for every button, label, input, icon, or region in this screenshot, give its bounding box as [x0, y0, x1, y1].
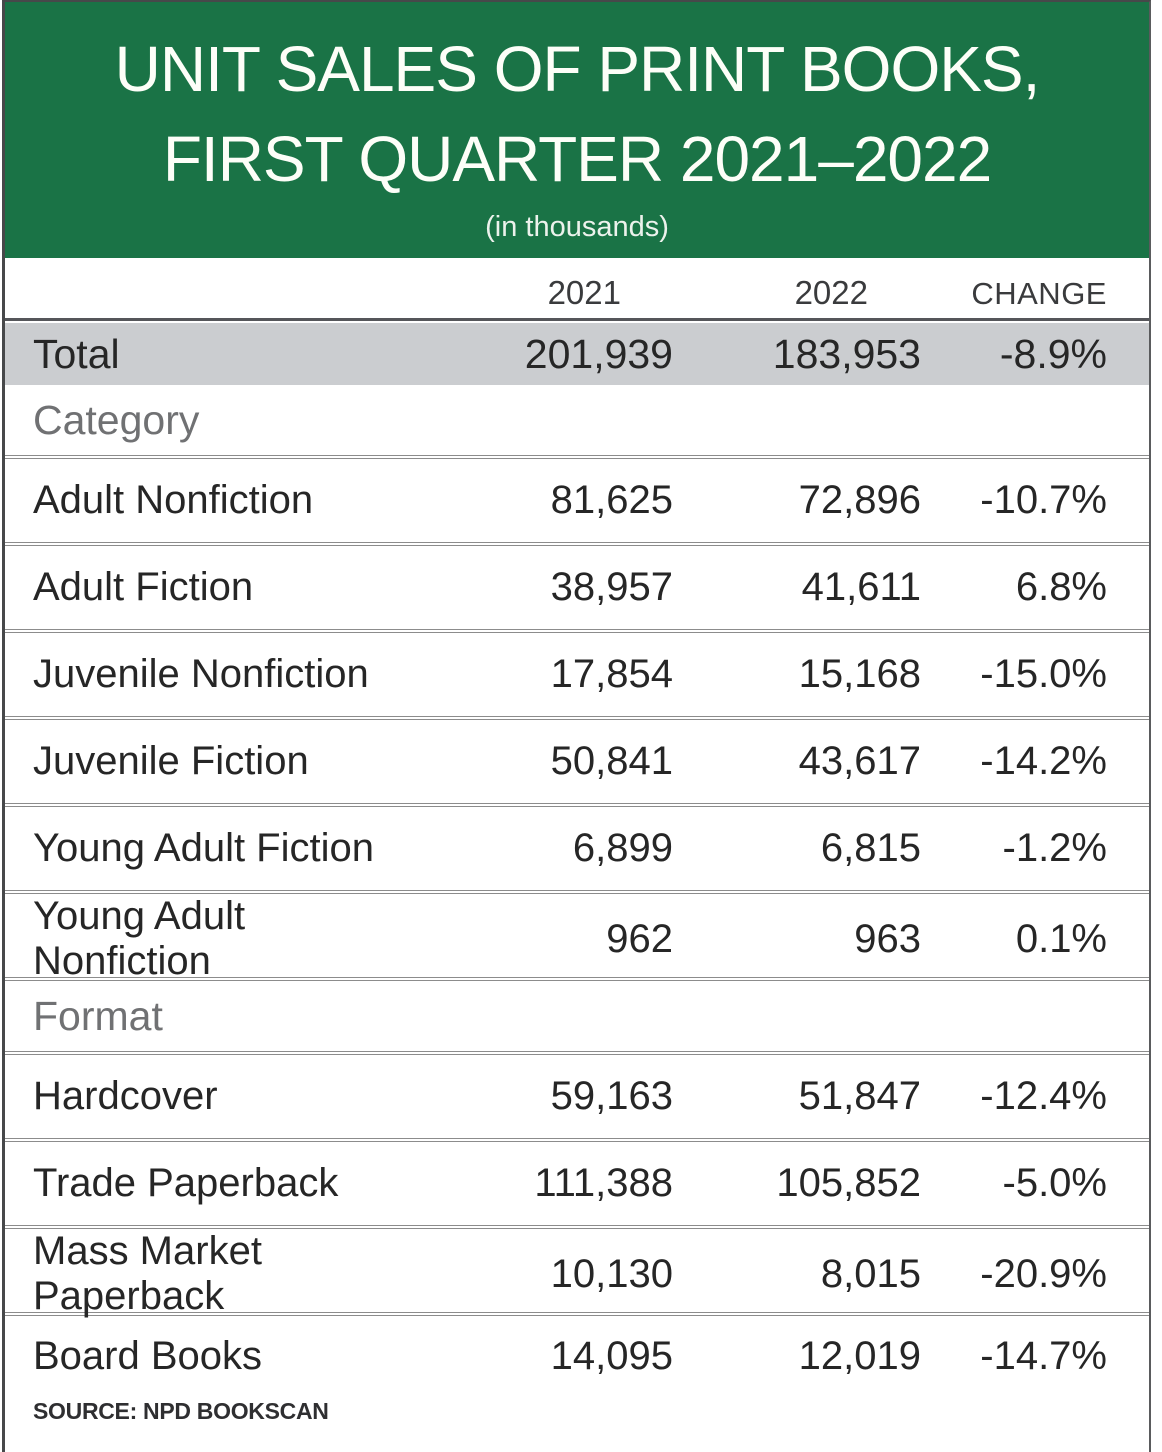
table-row: Young Adult Fiction 6,899 6,815 -1.2% [5, 807, 1149, 894]
value-2022: 15,168 [798, 652, 921, 696]
table-row-total: Total 201,939 183,953 -8.9% [5, 323, 1149, 385]
row-label: Trade Paperback [33, 1161, 339, 1205]
table-header-row: 2021 2022 CHANGE [5, 258, 1149, 321]
value-2021: 50,841 [550, 739, 673, 783]
value-2021: 17,854 [550, 652, 673, 696]
value-change: -14.2% [980, 739, 1107, 783]
value-change: 6.8% [1015, 565, 1107, 609]
value-change: -8.9% [999, 330, 1107, 377]
table-row: Board Books 14,095 12,019 -14.7% [5, 1316, 1149, 1396]
table-row: Young Adult Nonfiction 962 963 0.1% [5, 894, 1149, 983]
value-2021: 81,625 [550, 478, 673, 522]
value-2021: 14,095 [550, 1333, 673, 1378]
value-change: -10.7% [980, 478, 1107, 522]
value-2022: 8,015 [820, 1251, 921, 1296]
section-header-category: Category [5, 385, 1149, 459]
table-row: Mass Market Paperback 10,130 8,015 -20.9… [5, 1229, 1149, 1318]
value-2022: 12,019 [798, 1333, 921, 1378]
value-2021: 201,939 [524, 330, 673, 377]
row-label: Board Books [33, 1333, 263, 1378]
value-change: -1.2% [1002, 826, 1108, 870]
value-change: -12.4% [980, 1074, 1107, 1118]
table-row: Trade Paperback 111,388 105,852 -5.0% [5, 1142, 1149, 1229]
value-change: -15.0% [980, 652, 1107, 696]
row-label: Adult Fiction [33, 565, 254, 609]
value-change: 0.1% [1015, 916, 1107, 961]
value-change: -14.7% [980, 1333, 1107, 1378]
value-change: -20.9% [980, 1251, 1107, 1296]
sales-table: 2021 2022 CHANGE Total 201,939 183,953 -… [5, 258, 1149, 1396]
value-2022: 6,815 [820, 826, 921, 870]
source-credit: SOURCE: NPD BOOKSCAN [33, 1398, 329, 1424]
column-header-change: CHANGE [971, 276, 1107, 311]
value-2021: 38,957 [550, 565, 673, 609]
row-label: Juvenile Nonfiction [33, 652, 369, 696]
page-title-line2: FIRST QUARTER 2021–2022 [162, 123, 992, 195]
page-title-line1: UNIT SALES OF PRINT BOOKS, [114, 33, 1041, 105]
row-label: Total [33, 330, 120, 377]
row-label: Hardcover [33, 1074, 218, 1118]
column-header-2021: 2021 [547, 274, 621, 311]
value-2022: 41,611 [801, 565, 921, 609]
value-2021: 10,130 [550, 1251, 673, 1296]
value-2022: 72,896 [798, 478, 921, 522]
section-header-format: Format [5, 981, 1149, 1055]
row-label: Young Adult Fiction [33, 826, 374, 870]
row-label: Mass Market Paperback [33, 1229, 262, 1318]
row-label: Juvenile Fiction [33, 739, 309, 783]
value-2022: 43,617 [798, 739, 921, 783]
column-header-2022: 2022 [794, 274, 868, 311]
value-2021: 59,163 [550, 1074, 673, 1118]
units-subtitle: (in thousands) [485, 211, 669, 243]
table-row: Adult Fiction 38,957 41,611 6.8% [5, 546, 1149, 633]
section-label: Category [33, 396, 200, 443]
value-2022: 51,847 [798, 1074, 921, 1118]
value-2021: 6,899 [572, 826, 673, 870]
value-2022: 963 [854, 916, 921, 961]
table-row: Hardcover 59,163 51,847 -12.4% [5, 1055, 1149, 1142]
title-banner: UNIT SALES OF PRINT BOOKS, FIRST QUARTER… [5, 2, 1149, 258]
value-2021: 962 [606, 916, 673, 961]
row-label: Young Adult Nonfiction [33, 894, 246, 983]
section-label: Format [33, 992, 163, 1039]
table-row: Adult Nonfiction 81,625 72,896 -10.7% [5, 459, 1149, 546]
table-row: Juvenile Nonfiction 17,854 15,168 -15.0% [5, 633, 1149, 720]
value-2022: 183,953 [772, 330, 921, 377]
value-change: -5.0% [1002, 1161, 1108, 1205]
table-row: Juvenile Fiction 50,841 43,617 -14.2% [5, 720, 1149, 807]
value-2022: 105,852 [776, 1161, 921, 1205]
row-label: Adult Nonfiction [33, 478, 314, 522]
value-2021: 111,388 [534, 1161, 673, 1205]
